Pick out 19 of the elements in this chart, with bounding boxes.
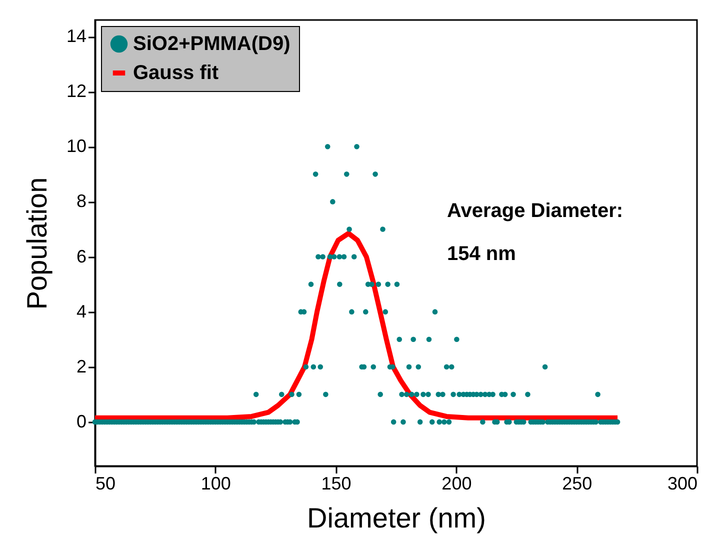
x-tick-label: 200 (442, 474, 472, 494)
y-tick-label: 2 (76, 356, 86, 376)
y-tick-label: 10 (66, 136, 86, 156)
x-axis-title: Diameter (nm) (307, 502, 486, 534)
y-tick-label: 6 (76, 246, 86, 266)
x-tick-label: 300 (667, 474, 698, 494)
y-tick-label: 12 (66, 81, 86, 102)
legend-label: Gauss fit (133, 62, 219, 84)
x-tick-label: 50 (96, 474, 116, 494)
y-tick-label: 14 (66, 26, 86, 46)
y-tick-label: 0 (76, 411, 86, 432)
x-tick-label: 150 (321, 474, 352, 494)
y-tick-label: 4 (76, 301, 86, 322)
x-tick-label: 250 (562, 474, 592, 494)
y-tick-label: 8 (76, 191, 86, 212)
y-axis-title: Population (21, 177, 52, 310)
legend-label: SiO2+PMMA(D9) (133, 33, 290, 55)
annotation: Average Diameter: 154 nm (447, 200, 624, 265)
x-tick-label: 100 (200, 474, 231, 494)
